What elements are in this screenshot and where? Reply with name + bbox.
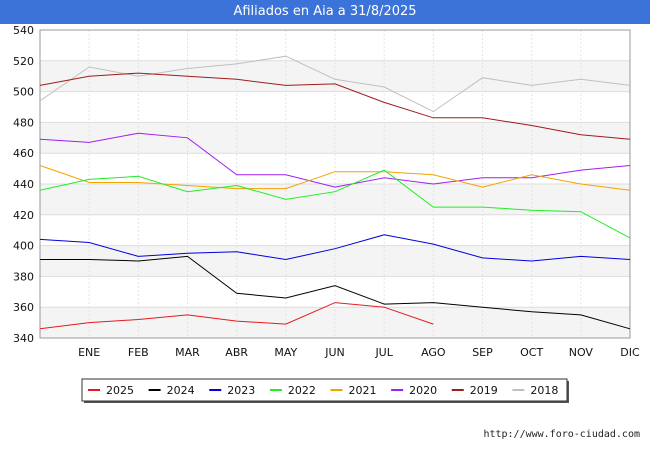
series-lines bbox=[39, 55, 631, 330]
series-line-2025 bbox=[39, 302, 434, 330]
x-tick-label: OCT bbox=[520, 346, 543, 359]
y-tick-label: 520 bbox=[13, 55, 34, 68]
x-tick-label: SEP bbox=[472, 346, 493, 359]
legend-label-2025: 2025 bbox=[106, 384, 134, 397]
y-axis: 340 360 380 400 420 440 460 480 500 520 540 bbox=[13, 24, 34, 345]
legend-label-2023: 2023 bbox=[227, 384, 255, 397]
x-tick-label: NOV bbox=[569, 346, 594, 359]
y-tick-label: 420 bbox=[13, 209, 34, 222]
legend-label-2018: 2018 bbox=[530, 384, 558, 397]
y-tick-label: 380 bbox=[13, 270, 34, 283]
series-line-2020 bbox=[39, 132, 631, 188]
x-tick-label: ABR bbox=[225, 346, 248, 359]
x-tick-label: AGO bbox=[421, 346, 446, 359]
legend-box bbox=[81, 378, 568, 402]
x-tick-label: DIC bbox=[620, 346, 640, 359]
series-line-2022 bbox=[39, 169, 631, 239]
x-tick-label: ENE bbox=[78, 346, 100, 359]
legend-label-2019: 2019 bbox=[470, 384, 498, 397]
legend-label-2020: 2020 bbox=[409, 384, 437, 397]
x-tick-label: MAR bbox=[175, 346, 200, 359]
y-tick-label: 440 bbox=[13, 178, 34, 191]
x-tick-label: JUL bbox=[374, 346, 393, 359]
series-line-2023 bbox=[39, 234, 631, 262]
footer-url[interactable]: http://www.foro-ciudad.com bbox=[483, 429, 640, 440]
y-tick-label: 400 bbox=[13, 240, 34, 253]
series-line-2019 bbox=[39, 72, 631, 140]
y-tick-label: 460 bbox=[13, 147, 34, 160]
x-axis: ENE FEB MAR ABR MAY JUN JUL AGO SEP OCT NOV DIC bbox=[78, 346, 640, 359]
x-tick-label: MAY bbox=[274, 346, 297, 359]
x-tick-label: JUN bbox=[324, 346, 345, 359]
legend: 2025 2024 2023 2022 2021 2020 2019 2018 bbox=[81, 378, 569, 403]
legend-label-2024: 2024 bbox=[167, 384, 195, 397]
x-tick-label: FEB bbox=[128, 346, 149, 359]
y-tick-label: 340 bbox=[13, 332, 34, 345]
series-line-2021 bbox=[39, 165, 631, 191]
y-tick-label: 480 bbox=[13, 116, 34, 129]
series-line-2024 bbox=[40, 255, 631, 330]
series-line-2018 bbox=[39, 55, 631, 113]
plot-frame bbox=[39, 29, 631, 339]
y-tick-label: 360 bbox=[13, 301, 34, 314]
legend-label-2022: 2022 bbox=[288, 384, 316, 397]
legend-label-2021: 2021 bbox=[349, 384, 377, 397]
y-tick-label: 540 bbox=[13, 24, 34, 37]
y-tick-label: 500 bbox=[13, 86, 34, 99]
chart-title: Afiliados en Aia a 31/8/2025 bbox=[0, 0, 650, 24]
